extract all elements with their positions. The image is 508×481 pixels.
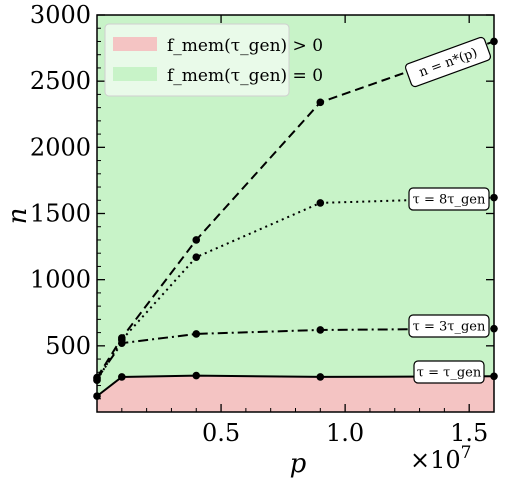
y-tick-label-5: 3000 [30, 1, 91, 29]
y-tick-label-3: 2000 [30, 133, 91, 161]
x-tick-label-0: 0.5 [202, 419, 240, 447]
series-point-1-3 [316, 199, 325, 207]
x-tick-label-1: 1.0 [326, 419, 364, 447]
annotation-box-3 [413, 360, 485, 384]
annotation-box-0 [404, 36, 492, 88]
legend-swatch-positive [113, 37, 157, 51]
series-point-3-2 [192, 371, 201, 380]
series-line-1 [96, 196, 495, 381]
series-line-2 [96, 327, 495, 380]
y-tick-label-0: 500 [45, 332, 91, 360]
series-lines [93, 37, 498, 400]
annotation-3: τ = τ_gen [413, 360, 485, 384]
legend-swatch-zero [113, 67, 157, 81]
annotation-label-3: τ = τ_gen [417, 366, 482, 381]
annotation-label-1: τ = 8τ_gen [413, 193, 486, 208]
legend-label-zero: f_mem(τ_gen) = 0 [167, 66, 323, 86]
annotation-box-2 [408, 314, 490, 338]
annotation-box-1 [408, 187, 490, 211]
x-axis-label: p [290, 449, 307, 479]
annotation-1: τ = 8τ_gen [408, 187, 490, 211]
x-offset-text: ×107 [410, 443, 471, 474]
region-memory [97, 375, 494, 412]
x-tick-label-2: 1.5 [450, 419, 488, 447]
series-point-0-3 [316, 98, 325, 107]
series-point-2-2 [192, 330, 201, 338]
series-point-2-1 [118, 339, 126, 347]
series-point-1-2 [192, 253, 201, 261]
annotation-2: τ = 3τ_gen [408, 314, 490, 338]
y-tick-label-1: 1000 [30, 266, 91, 294]
series-point-3-3 [316, 373, 325, 381]
y-axis-label: n [3, 208, 33, 225]
y-tick-label-2: 1500 [30, 200, 91, 228]
annotation-label-2: τ = 3τ_gen [413, 320, 486, 335]
legend: f_mem(τ_gen) > 0 f_mem(τ_gen) = 0 [104, 23, 323, 97]
axes: 0.5 1.0 1.5 500 1000 1500 2000 2500 3000 [30, 1, 495, 447]
legend-label-positive: f_mem(τ_gen) > 0 [167, 36, 323, 56]
series-point-0-2 [192, 236, 201, 244]
series-point-2-3 [316, 326, 325, 334]
series-point-3-1 [118, 373, 126, 381]
y-tick-label-4: 2500 [30, 67, 91, 95]
